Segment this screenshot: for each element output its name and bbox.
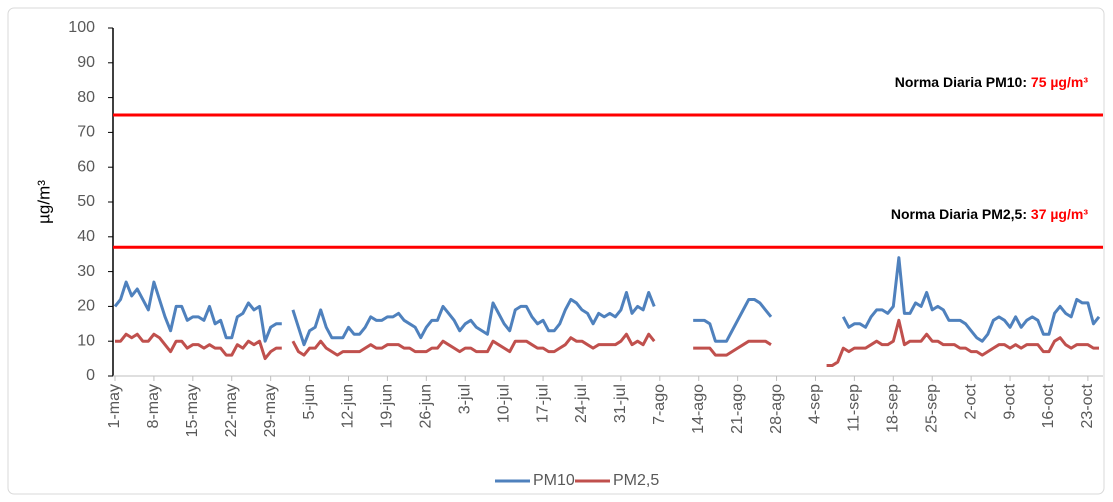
x-tick-label: 8-may [145,384,162,428]
legend-label: PM10 [533,472,575,489]
x-tick-label: 19-jun [379,384,396,428]
y-tick-label: 20 [77,298,95,315]
y-tick-label: 80 [77,89,95,106]
x-tick-label: 9-oct [1001,383,1018,419]
x-tick-label: 18-sep [885,384,902,433]
x-tick-label: 17-jul [534,384,551,423]
threshold-annotation: Norma Diaria PM10: 75 µg/m³ [895,74,1089,90]
threshold-label: Norma Diaria PM10: [895,74,1027,90]
x-tick-label: 1-may [106,384,123,428]
data-line [113,256,1101,347]
y-tick-label: 10 [77,332,95,349]
y-tick-label: 0 [86,367,95,384]
x-tick-label: 24-jul [573,384,590,423]
y-tick-label: 90 [77,54,95,71]
y-tick-label: 40 [77,228,95,245]
x-tick-label: 28-ago [768,384,785,434]
x-tick-label: 23-oct [1079,383,1096,428]
x-tick-label: 3-jul [456,384,473,414]
y-axis-label: µg/m³ [34,180,53,224]
x-tick-label: 31-jul [612,384,629,423]
legend-label: PM2,5 [613,472,659,489]
chart-frame [7,7,1105,495]
y-tick-label: 70 [77,124,95,141]
threshold-value-label: 75 µg/m³ [1031,74,1088,90]
x-tick-label: 11-sep [846,384,863,432]
threshold-value-label: 37 µg/m³ [1031,206,1088,222]
x-tick-label: 7-ago [651,384,668,425]
x-tick-label: 25-sep [923,384,940,433]
x-tick-label: 14-ago [690,384,707,434]
x-tick-label: 22-may [223,384,240,437]
y-tick-label: 30 [77,263,95,280]
x-tick-label: 5-jun [301,384,318,420]
x-tick-label: 26-jun [418,384,435,428]
x-tick-label: 4-sep [807,384,824,424]
y-tick-label: 60 [77,158,95,175]
x-tick-label: 21-ago [729,384,746,434]
x-tick-label: 15-may [184,384,201,437]
y-tick-label: 100 [68,19,95,36]
x-tick-label: 12-jun [340,384,357,428]
x-tick-label: 16-oct [1040,383,1057,428]
data-line [115,318,1099,368]
x-tick-label: 10-jul [495,384,512,423]
x-tick-label: 29-may [262,384,279,437]
threshold-label: Norma Diaria PM2,5: [891,206,1027,222]
x-tick-label: 2-oct [962,383,979,419]
y-tick-label: 50 [77,193,95,210]
threshold-annotation: Norma Diaria PM2,5: 37 µg/m³ [891,206,1088,222]
